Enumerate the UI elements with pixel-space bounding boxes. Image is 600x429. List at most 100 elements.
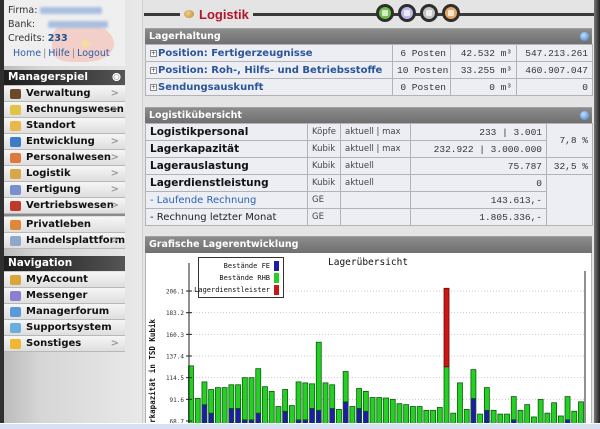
logout-link[interactable]: Logout bbox=[77, 48, 110, 59]
legend-item: Bestände FE bbox=[224, 260, 279, 272]
value: 0 bbox=[516, 78, 593, 96]
home-icon[interactable] bbox=[442, 4, 460, 22]
sidebar-item-standort[interactable]: Standort bbox=[4, 118, 125, 134]
uebersicht-title: Logistikübersicht bbox=[149, 110, 242, 121]
glyph bbox=[448, 10, 454, 16]
home-link[interactable]: Home bbox=[13, 48, 42, 59]
volume: 42.532 m³ bbox=[450, 44, 517, 62]
svg-text:137.4: 137.4 bbox=[166, 354, 184, 361]
bar-segment bbox=[376, 397, 383, 429]
sidebar-item-label: Standort bbox=[26, 120, 76, 131]
sendungsauskunft-link[interactable]: + Sendungsauskunft bbox=[145, 78, 393, 96]
sidebar-item-privatleben[interactable]: Privatleben bbox=[4, 217, 125, 233]
glyph bbox=[426, 10, 432, 16]
bar-segment bbox=[322, 382, 329, 429]
expand-icon[interactable]: + bbox=[150, 83, 157, 91]
sidebar-item-verwaltung[interactable]: Verwaltung > bbox=[4, 86, 125, 102]
window-edge bbox=[594, 0, 600, 429]
help-icon[interactable] bbox=[580, 111, 589, 120]
sidebar-divider bbox=[142, 0, 143, 429]
bar-segment bbox=[517, 409, 524, 429]
table-row: Lagerdienstleistung Kubik aktuell 0 bbox=[145, 174, 593, 226]
sidebar-item-messenger[interactable]: Messenger bbox=[4, 288, 125, 304]
volume: 33.255 m³ bbox=[450, 61, 517, 79]
chevron-right-icon: > bbox=[110, 136, 119, 147]
lagerhaltung-header: Lagerhaltung bbox=[145, 28, 592, 44]
sidebar-item-handelsplattform[interactable]: Handelsplattform > bbox=[4, 233, 125, 249]
value: 0 bbox=[410, 174, 547, 192]
refresh-icon[interactable] bbox=[376, 4, 394, 22]
bar-segment bbox=[463, 408, 470, 429]
sidebar-item-sonstiges[interactable]: Sonstiges > bbox=[4, 336, 125, 352]
svg-text:183.2: 183.2 bbox=[166, 310, 184, 317]
position-fe-link[interactable]: + Position: Fertigerzeugnisse bbox=[145, 44, 393, 62]
navigation-header[interactable]: Navigation bbox=[4, 256, 125, 271]
desc bbox=[340, 191, 411, 209]
table-row[interactable]: + Position: Fertigerzeugnisse 6 Posten 42… bbox=[145, 44, 593, 62]
bar-segment bbox=[315, 341, 322, 411]
chart-legend: Bestände FE Bestände RHB Lagerdienstleis… bbox=[194, 257, 284, 298]
sidebar-item-label: Managerforum bbox=[26, 306, 110, 317]
people-icon bbox=[10, 153, 21, 163]
sidebar-item-logistik[interactable]: Logistik > bbox=[4, 166, 125, 182]
sidebar-item-personalwesen[interactable]: Personalwesen > bbox=[4, 150, 125, 166]
bar-segment bbox=[336, 408, 342, 429]
value: 460.907.047 bbox=[516, 61, 593, 79]
quick-icons bbox=[376, 4, 460, 24]
sidebar-item-label: Privatleben bbox=[26, 219, 92, 230]
expand-icon[interactable]: + bbox=[150, 66, 157, 74]
account-info: Firma: Bank: Credits: 233 Home | Hilfe | Log… bbox=[4, 0, 125, 66]
expand-icon[interactable]: + bbox=[150, 49, 157, 57]
table-row: Logistikpersonal Köpfe aktuell | max 233… bbox=[145, 123, 593, 158]
row-label: Logistikpersonal bbox=[145, 123, 308, 141]
message-icon[interactable] bbox=[398, 4, 416, 22]
row-label: Lagerdienstleistung bbox=[145, 174, 308, 192]
bar-segment bbox=[241, 377, 248, 421]
row-label[interactable]: Position: Fertigerzeugnisse bbox=[158, 47, 313, 59]
table-row[interactable]: + Position: Roh-, Hilfs- und Betriebsstof… bbox=[145, 61, 593, 79]
bar-segment bbox=[436, 407, 443, 429]
sidebar-item-vertriebswesen[interactable]: Vertriebswesen > bbox=[4, 198, 125, 214]
envelope-icon bbox=[10, 291, 21, 301]
position-rhb-link[interactable]: + Position: Roh-, Hilfs- und Betriebsstof… bbox=[145, 61, 393, 79]
sidebar-item-rechnungswesen[interactable]: Rechnungswesen > bbox=[4, 102, 125, 118]
bar-segment bbox=[342, 371, 349, 403]
chevron-right-icon: > bbox=[110, 184, 119, 195]
sidebar-item-entwicklung[interactable]: Entwicklung > bbox=[4, 134, 125, 150]
sidebar-item-myaccount[interactable]: MyAccount bbox=[4, 272, 125, 288]
sidebar-item-label: Messenger bbox=[26, 290, 88, 301]
table-row[interactable]: - Laufende Rechnung GE 143.613,- bbox=[145, 191, 593, 209]
page-title-wrap: Logistik bbox=[180, 5, 253, 23]
top-links: Home | Hilfe | Logout bbox=[13, 48, 110, 59]
bar-segment bbox=[389, 398, 396, 429]
glyph bbox=[404, 10, 410, 16]
desc: aktuell | max bbox=[340, 123, 411, 141]
laufende-rechnung-link[interactable]: - Laufende Rechnung bbox=[145, 191, 308, 209]
menu-divider bbox=[4, 214, 125, 216]
bar-segment bbox=[221, 387, 228, 429]
bar-segment bbox=[356, 388, 363, 409]
sidebar-item-fertigung[interactable]: Fertigung > bbox=[4, 182, 125, 198]
table-row[interactable]: + Sendungsauskunft 0 Posten 0 m³ 0 bbox=[145, 78, 593, 96]
lagerhaltung-table: + Position: Fertigerzeugnisse 6 Posten 42… bbox=[145, 44, 593, 96]
bar-segment bbox=[578, 401, 584, 429]
row-label[interactable]: Position: Roh-, Hilfs- und Betriebsstoff… bbox=[158, 64, 383, 76]
managerspiel-header[interactable]: Managerspiel bbox=[4, 70, 125, 85]
table-row: - Rechnung letzter Monat GE 1.805.336,- bbox=[145, 208, 593, 226]
link-separator: | bbox=[71, 48, 76, 59]
sidebar-item-managerforum[interactable]: Managerforum bbox=[4, 304, 125, 320]
bar-segment bbox=[396, 403, 403, 429]
sidebar-item-supportsystem[interactable]: Supportsystem bbox=[4, 320, 125, 336]
hilfe-link[interactable]: Hilfe bbox=[48, 48, 70, 59]
bar-segment bbox=[214, 387, 221, 429]
help-icon[interactable] bbox=[580, 32, 589, 41]
chevron-right-icon: > bbox=[110, 200, 119, 211]
unit: Kubik bbox=[307, 140, 341, 158]
legend-swatch-green bbox=[274, 273, 279, 283]
grafik-header: Grafische Lagerentwicklung bbox=[145, 236, 592, 253]
mail-icon[interactable] bbox=[420, 4, 438, 22]
row-label[interactable]: Sendungsauskunft bbox=[158, 81, 264, 93]
gears-icon bbox=[10, 185, 21, 195]
collapse-icon[interactable] bbox=[112, 72, 121, 82]
header-rule bbox=[144, 13, 594, 16]
